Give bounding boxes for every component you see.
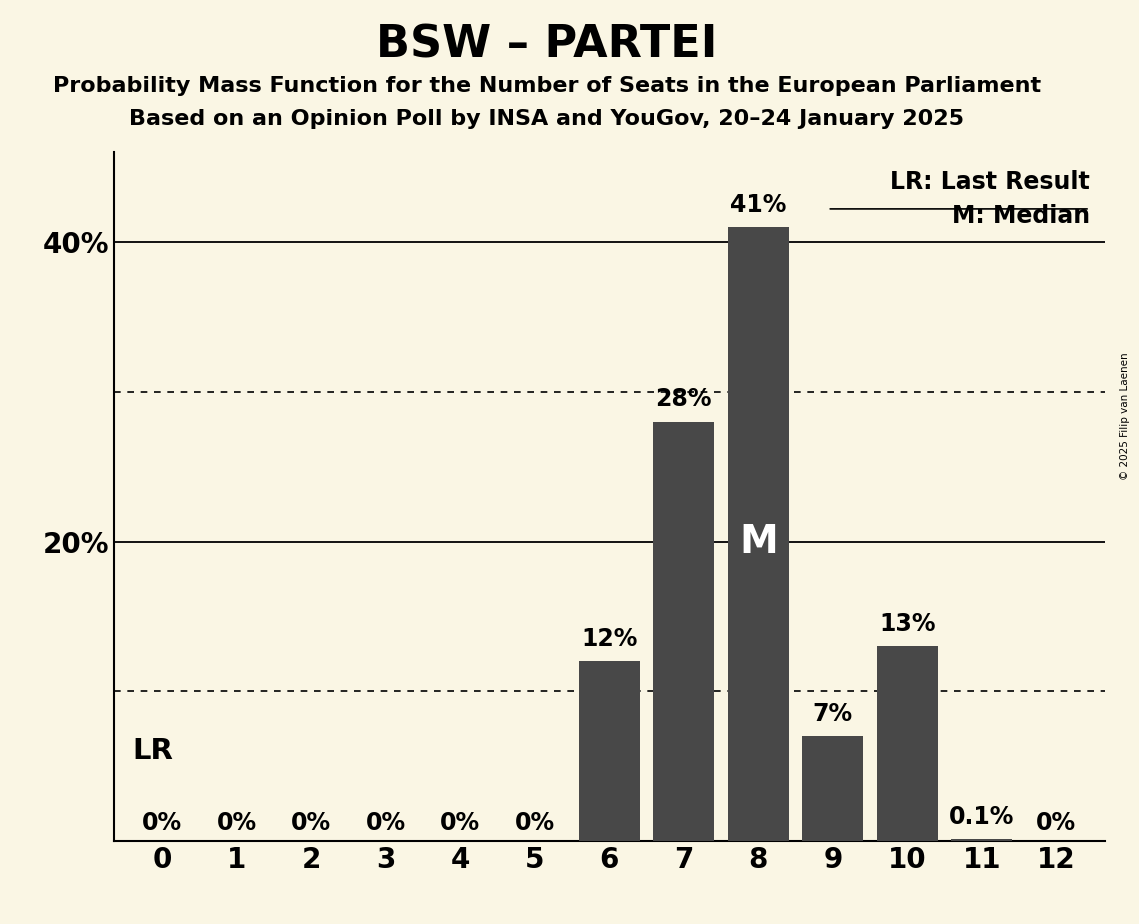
- Text: 0%: 0%: [216, 811, 257, 835]
- Text: BSW – PARTEI: BSW – PARTEI: [376, 23, 718, 67]
- Bar: [654, 422, 714, 841]
- Text: 0%: 0%: [292, 811, 331, 835]
- Text: Probability Mass Function for the Number of Seats in the European Parliament: Probability Mass Function for the Number…: [52, 76, 1041, 96]
- Text: 0%: 0%: [441, 811, 481, 835]
- Text: 13%: 13%: [879, 612, 935, 636]
- Bar: [579, 662, 640, 841]
- Text: © 2025 Filip van Laenen: © 2025 Filip van Laenen: [1120, 352, 1130, 480]
- Bar: [802, 736, 863, 841]
- Text: M: M: [739, 523, 778, 561]
- Text: 0.1%: 0.1%: [949, 805, 1015, 829]
- Text: LR: LR: [132, 737, 173, 765]
- Text: 0%: 0%: [515, 811, 555, 835]
- Text: M: Median: M: Median: [952, 204, 1090, 228]
- Bar: [951, 839, 1013, 841]
- Text: Based on an Opinion Poll by INSA and YouGov, 20–24 January 2025: Based on an Opinion Poll by INSA and You…: [129, 109, 965, 129]
- Bar: [877, 646, 937, 841]
- Text: 0%: 0%: [366, 811, 405, 835]
- Text: 0%: 0%: [1036, 811, 1076, 835]
- Text: LR: Last Result: LR: Last Result: [891, 170, 1090, 194]
- Text: 0%: 0%: [142, 811, 182, 835]
- Text: 28%: 28%: [656, 387, 712, 411]
- Bar: [728, 227, 789, 841]
- Text: 41%: 41%: [730, 193, 787, 217]
- Text: 12%: 12%: [581, 626, 638, 650]
- Text: 7%: 7%: [813, 701, 853, 725]
